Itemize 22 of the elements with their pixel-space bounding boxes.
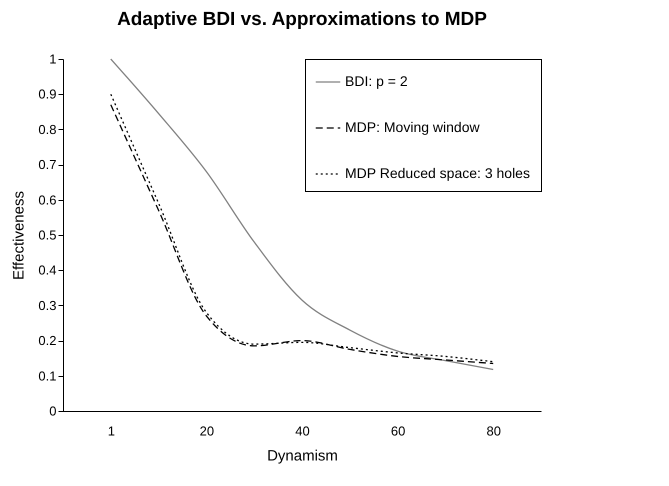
y-tick-label: 0.1 <box>38 368 56 384</box>
x-tick-label: 20 <box>200 424 214 438</box>
x-tick-label: 80 <box>486 424 501 438</box>
y-tick-label: 0.3 <box>38 298 56 313</box>
y-tick-label: 0.7 <box>38 157 56 172</box>
y-tick-label: 0.5 <box>38 228 56 242</box>
y-tick-label: 0.6 <box>38 192 56 208</box>
y-tick-label: 0.8 <box>38 122 56 137</box>
y-tick-label: 0.2 <box>38 333 56 348</box>
legend-label: MDP Reduced space: 3 holes <box>345 165 530 181</box>
legend-label: MDP: Moving window <box>345 119 480 135</box>
legend-label: BDI: p = 2 <box>345 73 408 89</box>
x-tick-label: 40 <box>295 424 310 438</box>
y-tick-label: 0.9 <box>38 86 56 102</box>
y-tick-label: 1 <box>49 52 56 66</box>
x-axis-title: Dynamism <box>267 448 338 464</box>
x-tick-label: 1 <box>108 424 115 438</box>
chart-title: Adaptive BDI vs. Approximations to MDP <box>117 9 488 30</box>
y-tick-label: 0.4 <box>38 262 56 278</box>
y-tick-label: 0 <box>49 404 56 418</box>
y-axis-title: Effectiveness <box>10 191 28 280</box>
x-tick-label: 60 <box>390 424 406 438</box>
